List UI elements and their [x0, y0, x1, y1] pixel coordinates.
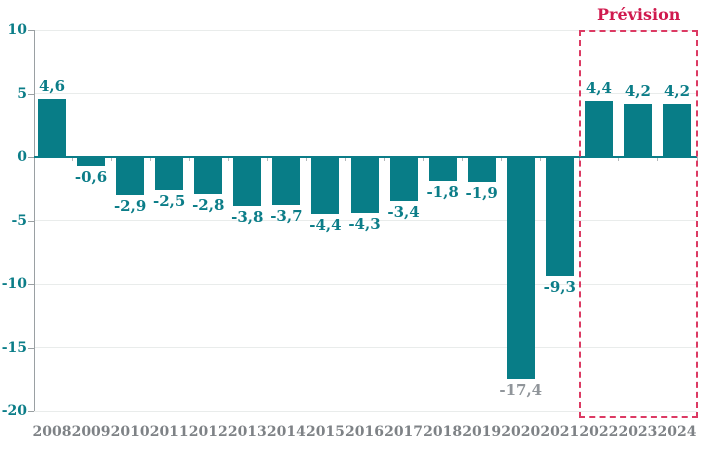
- gridline: [34, 283, 697, 285]
- bar-2015: [311, 158, 340, 214]
- y-axis-tick: [28, 220, 34, 222]
- gridline: [34, 410, 697, 412]
- x-axis-label-2009: 2009: [71, 424, 111, 440]
- value-label-2022: 4,4: [585, 79, 612, 98]
- value-label-2019: -1,9: [465, 184, 498, 203]
- forecast-label: Prévision: [596, 5, 681, 24]
- x-axis-label-2013: 2013: [227, 424, 267, 440]
- value-label-2013: -3,8: [231, 208, 264, 227]
- bar-2021: [545, 158, 574, 277]
- x-axis-label-2021: 2021: [540, 424, 580, 440]
- x-axis-tick: [305, 157, 307, 161]
- x-axis-tick: [71, 157, 73, 161]
- bar-2018: [428, 158, 457, 181]
- bar-2011: [155, 158, 184, 190]
- x-axis-tick: [110, 157, 112, 161]
- bar-2014: [272, 158, 301, 205]
- x-axis-tick: [344, 157, 346, 161]
- value-label-2014: -3,7: [270, 206, 303, 225]
- y-axis-tick-label: -10: [1, 276, 27, 292]
- bar-2016: [350, 158, 379, 213]
- x-axis-tick: [227, 157, 229, 161]
- x-axis-label-2018: 2018: [423, 424, 463, 440]
- bar-2012: [194, 158, 223, 194]
- value-label-2023: 4,2: [624, 81, 651, 100]
- y-axis-tick-label: 5: [17, 85, 27, 102]
- value-label-2012: -2,8: [192, 195, 225, 214]
- bar-2009: [77, 158, 106, 166]
- value-label-2018: -1,8: [426, 182, 459, 201]
- y-axis-tick-label: -15: [1, 339, 27, 356]
- bar-2019: [467, 158, 496, 183]
- y-axis-line: [34, 30, 35, 411]
- y-axis-tick-label: -5: [11, 212, 27, 229]
- x-axis-tick: [384, 157, 386, 161]
- x-axis-tick: [266, 157, 268, 161]
- gridline: [34, 220, 697, 221]
- y-axis-tick: [28, 347, 34, 349]
- y-axis-tick-label: -20: [1, 403, 27, 419]
- x-axis-label-2012: 2012: [188, 424, 228, 440]
- value-label-2009: -0,6: [74, 167, 108, 186]
- x-axis-label-2010: 2010: [110, 424, 150, 440]
- bar-2022: [584, 101, 613, 157]
- bar-2023: [623, 103, 652, 157]
- x-axis-label-2017: 2017: [384, 424, 424, 440]
- x-axis-tick: [423, 157, 425, 161]
- x-axis-label-2020: 2020: [501, 424, 541, 440]
- x-axis-tick: [657, 157, 659, 161]
- gridline: [34, 347, 697, 348]
- x-axis-tick: [501, 157, 503, 161]
- x-axis-label-2019: 2019: [462, 424, 502, 440]
- value-label-2020: -17,4: [499, 380, 543, 399]
- value-label-2010: -2,9: [113, 196, 147, 215]
- x-axis-tick: [188, 157, 190, 161]
- value-label-2008: 4,6: [38, 76, 66, 95]
- bar-2013: [233, 158, 262, 207]
- value-label-2015: -4,4: [309, 215, 342, 234]
- y-axis-tick-label: 10: [7, 22, 27, 38]
- y-axis-tick: [28, 30, 34, 31]
- bar-2020: [506, 158, 535, 379]
- bar-2010: [116, 158, 145, 195]
- x-axis-label-2011: 2011: [149, 424, 189, 440]
- x-axis-label-2014: 2014: [266, 424, 306, 440]
- bar-2008: [38, 98, 66, 157]
- y-axis-tick-label: 0: [17, 149, 27, 165]
- forecast-region-box: [579, 30, 699, 418]
- x-axis-label-2015: 2015: [305, 424, 345, 440]
- value-label-2011: -2,5: [153, 191, 186, 210]
- y-axis-tick: [28, 284, 34, 285]
- value-label-2021: -9,3: [543, 278, 576, 297]
- x-axis-tick: [540, 157, 542, 161]
- y-axis-tick: [28, 157, 34, 158]
- x-axis-label-2022: 2022: [579, 424, 619, 440]
- gridline: [34, 29, 697, 31]
- bar-2017: [389, 158, 418, 202]
- bar-2024: [663, 103, 691, 157]
- gridline: [34, 93, 697, 94]
- x-axis-label-2023: 2023: [618, 424, 658, 440]
- value-label-2024: 4,2: [663, 81, 691, 100]
- x-axis-tick: [618, 157, 620, 161]
- x-axis-label-2008: 2008: [32, 424, 72, 440]
- zero-axis-line: [34, 156, 697, 158]
- x-axis-tick: [462, 157, 464, 161]
- y-axis-tick: [28, 411, 34, 412]
- x-axis-label-2024: 2024: [657, 424, 697, 440]
- x-axis-tick: [149, 157, 151, 161]
- x-axis-label-2016: 2016: [345, 424, 384, 440]
- value-label-2016: -4,3: [348, 214, 381, 233]
- value-label-2017: -3,4: [387, 203, 420, 222]
- y-axis-tick: [28, 93, 34, 95]
